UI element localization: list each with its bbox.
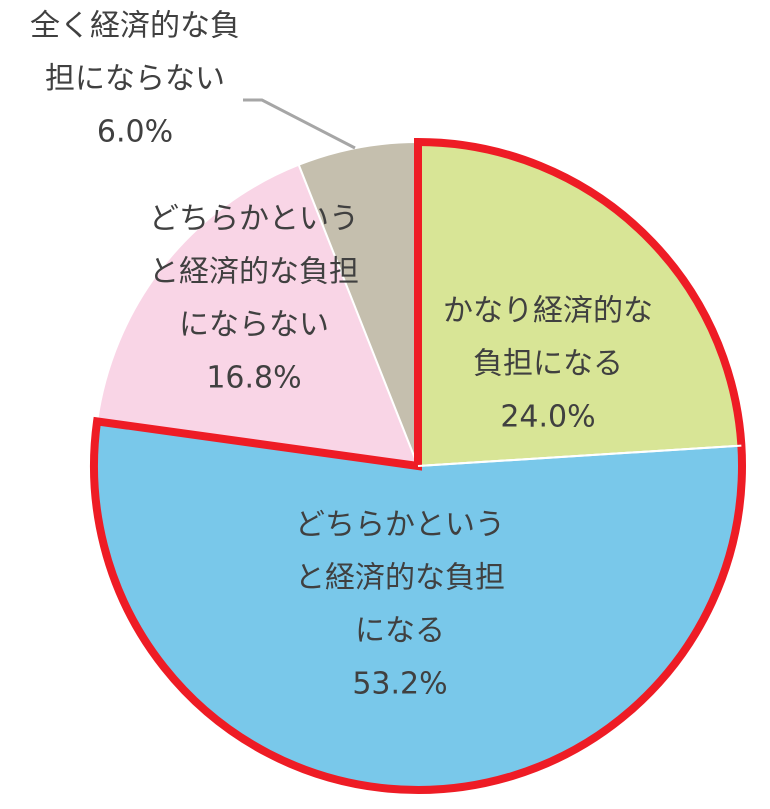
slice-2-label-line-2: と経済的な負担 <box>295 561 505 596</box>
slice-3-label-line-3: にならない <box>179 308 329 343</box>
pie-slice-2 <box>92 420 743 791</box>
highlight-divider <box>417 444 742 467</box>
leader-line-slice-4 <box>243 98 356 150</box>
slice-4-label-line-2: 担にならない <box>45 62 225 97</box>
slice-2-label-line-3: になる <box>355 614 445 649</box>
highlight-outline <box>90 137 746 794</box>
slice-3-value-label: 16.8% <box>206 361 301 396</box>
leader-lines <box>243 98 356 150</box>
slice-4-value-label: 6.0% <box>97 115 173 150</box>
slice-1-label-line-2: 負担になる <box>473 347 623 382</box>
slice-2-value-label: 53.2% <box>352 667 447 702</box>
slice-3-label-line-1: どちらかという <box>149 202 359 237</box>
slice-1-label-line-1: かなり経済的な <box>443 294 653 329</box>
pie-slices <box>92 140 743 791</box>
slice-4-label-line-1: 全く経済的な負 <box>30 9 240 44</box>
slice-3-label-line-2: と経済的な負担 <box>149 255 359 290</box>
highlight-border <box>90 137 746 794</box>
slice-labels: かなり経済的な負担になる24.0%どちらかというと経済的な負担になる53.2%ど… <box>30 9 653 702</box>
slice-1-value-label: 24.0% <box>500 400 595 435</box>
pie-slice-3 <box>95 163 420 468</box>
slice-2-label-line-1: どちらかという <box>295 508 505 543</box>
